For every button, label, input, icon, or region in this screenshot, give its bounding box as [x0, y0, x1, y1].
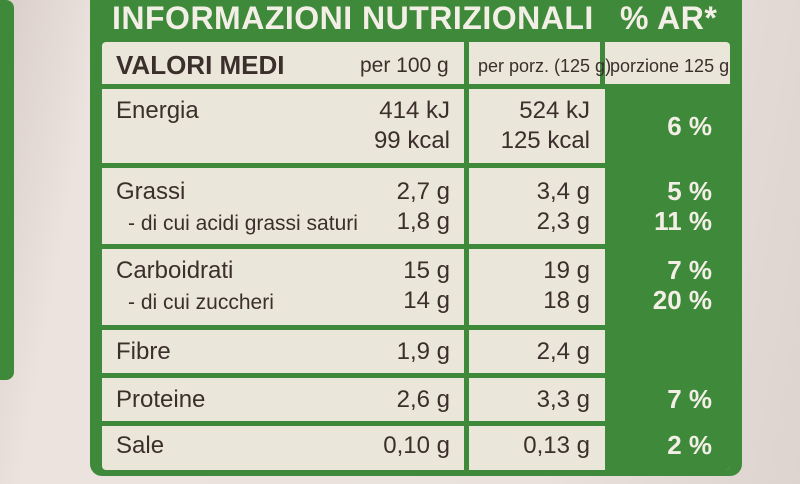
portion-value: 19 g	[543, 257, 590, 284]
portion-sub-value: 2,3 g	[536, 208, 590, 235]
nutrition-label: INFORMAZIONI NUTRIZIONALI % AR* VALORI M…	[90, 0, 742, 476]
per100-kj: 414 kJ	[379, 97, 450, 124]
nutrient-name: Proteine	[116, 386, 206, 413]
per100-sub-value: 1,8 g	[396, 208, 450, 235]
label-header: INFORMAZIONI NUTRIZIONALI % AR*	[90, 0, 742, 44]
per100-value: 2,7 g	[396, 178, 450, 205]
nutrient-name: Sale	[116, 432, 165, 459]
per100-kcal: 99 kcal	[373, 127, 450, 154]
ar-value: 5 %	[667, 176, 712, 206]
column-divider	[464, 89, 469, 163]
col-label-header: VALORI MEDI	[116, 50, 285, 80]
nutrient-row-energia: Energia 414 kJ 99 kcal 524 kJ 125 kcal 6…	[102, 89, 730, 168]
ar-cell	[605, 168, 730, 244]
nutrition-table: VALORI MEDI per 100 g per porz. (125 g) …	[102, 42, 730, 470]
ar-cell	[605, 89, 730, 163]
column-header-row: VALORI MEDI per 100 g per porz. (125 g) …	[102, 42, 730, 89]
ar-cell	[605, 249, 730, 325]
column-divider	[464, 330, 469, 373]
portion-value: 3,3 g	[536, 386, 590, 413]
ar-value: 7 %	[667, 384, 712, 414]
ar-sub-value: 20 %	[652, 285, 712, 315]
nutrient-name: Carboidrati	[116, 257, 234, 284]
column-divider	[464, 42, 469, 84]
portion-value: 0,13 g	[523, 432, 590, 459]
per100-value: 2,6 g	[396, 386, 450, 413]
nutrient-name: Energia	[116, 97, 199, 124]
column-divider	[464, 249, 469, 325]
nutrient-row-fibre: Fibre 1,9 g 2,4 g	[102, 330, 730, 378]
portion-sub-value: 18 g	[543, 287, 590, 314]
col-ar-portion-header: porzione 125 g	[610, 56, 730, 76]
ar-cell	[605, 426, 730, 470]
column-divider	[600, 42, 605, 84]
col-portion-header: per porz. (125 g)	[478, 56, 612, 76]
nutrient-subname: - di cui zuccheri	[128, 291, 274, 314]
portion-value: 3,4 g	[536, 178, 590, 205]
column-divider	[464, 378, 469, 421]
per100-value: 1,9 g	[396, 338, 450, 365]
per100-value: 0,10 g	[383, 432, 450, 459]
nutrient-row-sale: Sale 0,10 g 0,13 g 2 %	[102, 426, 730, 470]
nutrient-name: Grassi	[116, 178, 186, 205]
ar-value: 6 %	[667, 111, 712, 141]
ar-value: 2 %	[667, 430, 712, 460]
col-per100-header: per 100 g	[360, 54, 449, 77]
ar-cell	[605, 330, 730, 373]
label-title: INFORMAZIONI NUTRIZIONALI	[112, 0, 594, 36]
portion-kcal: 125 kcal	[500, 127, 590, 154]
per100-sub-value: 14 g	[403, 287, 450, 314]
per100-value: 15 g	[403, 257, 450, 284]
ar-sub-value: 11 %	[654, 206, 712, 236]
nutrient-subname: - di cui acidi grassi saturi	[128, 212, 358, 235]
column-divider	[464, 168, 469, 244]
portion-kj: 524 kJ	[519, 97, 590, 124]
ar-header: % AR*	[620, 0, 718, 36]
column-divider	[464, 426, 469, 470]
nutrient-row-grassi: Grassi - di cui acidi grassi saturi 2,7 …	[102, 168, 730, 249]
ar-value: 7 %	[667, 255, 712, 285]
nutrient-row-carboidrati: Carboidrati - di cui zuccheri 15 g 14 g …	[102, 249, 730, 330]
package-edge-stripe	[0, 0, 14, 380]
nutrient-name: Fibre	[116, 338, 171, 365]
ar-cell	[605, 378, 730, 421]
nutrient-row-proteine: Proteine 2,6 g 3,3 g 7 %	[102, 378, 730, 426]
portion-value: 2,4 g	[536, 338, 590, 365]
